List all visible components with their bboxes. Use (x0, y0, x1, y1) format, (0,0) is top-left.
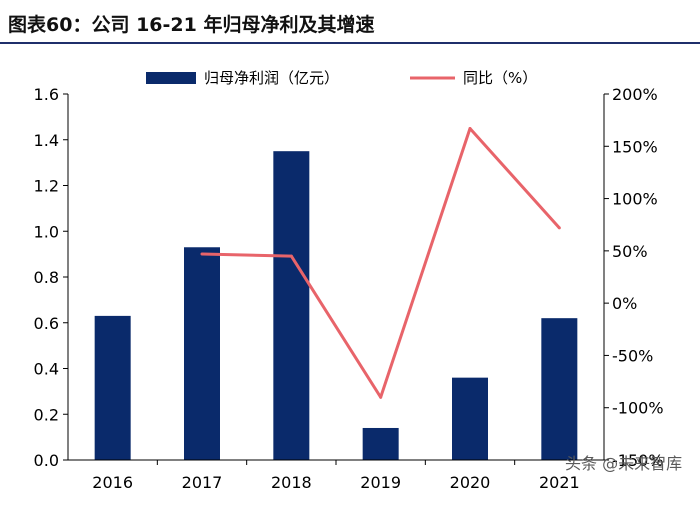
growth-line (201, 127, 561, 399)
y-left-tick-label: 0.0 (34, 451, 59, 470)
y-left-tick-label: 1.0 (34, 222, 59, 241)
x-tick-label: 2016 (92, 473, 133, 492)
axes (67, 94, 605, 461)
y-right-tick-label: 150% (612, 137, 658, 156)
bar-2017 (184, 247, 220, 460)
growth-point-2021 (557, 226, 561, 230)
combo-chart: 归母净利润（亿元） 同比（%） 0.0 0.2 0.4 0.6 0.8 1.0 1.2 1.4… (34, 69, 664, 492)
figure-header: 图表60：公司 16-21 年归母净利及其增速 (0, 0, 700, 44)
chart-legend: 归母净利润（亿元） 同比（%） (146, 69, 537, 87)
bar-2020 (452, 377, 488, 460)
x-tick-label: 2017 (182, 473, 223, 492)
y-right-tick-label: 50% (612, 242, 648, 261)
y-right-tick-label: -50% (612, 346, 653, 365)
header-rule (0, 42, 700, 44)
figure-title-text: 公司 16-21 年归母净利及其增速 (91, 14, 375, 36)
x-tick-label: 2018 (271, 473, 312, 492)
y-axis-right-ticks: -150% -100% -50% 0% 50% 100% 150% 200% (604, 85, 664, 470)
y-left-tick-label: 1.2 (34, 177, 59, 196)
legend-bar-swatch (146, 72, 196, 84)
growth-point-2017 (200, 252, 204, 256)
bar-series (94, 151, 578, 460)
line-series (200, 127, 561, 399)
legend-line-label: 同比（%） (463, 69, 537, 87)
y-axis-left-ticks: 0.0 0.2 0.4 0.6 0.8 1.0 1.2 1.4 1.6 (34, 85, 68, 470)
bar-2019 (362, 427, 399, 460)
y-right-tick-label: 200% (612, 85, 658, 104)
watermark: 头条 @未来智库 (565, 454, 683, 473)
figure-title: 图表60：公司 16-21 年归母净利及其增速 (8, 10, 374, 37)
x-tick-label: 2021 (539, 473, 580, 492)
x-tick-label: 2020 (450, 473, 491, 492)
y-left-tick-label: 0.2 (34, 405, 59, 424)
figure-label: 图表60： (8, 14, 92, 36)
growth-point-2020 (468, 127, 472, 131)
x-axis-ticks: 2016 2017 2018 2019 2020 2021 (92, 460, 580, 492)
y-left-tick-label: 0.8 (34, 268, 59, 287)
growth-point-2019 (379, 395, 383, 399)
y-left-tick-label: 1.4 (34, 131, 59, 150)
bar-2018 (273, 151, 310, 460)
legend-bar-label: 归母净利润（亿元） (204, 69, 339, 87)
y-right-tick-label: 100% (612, 190, 658, 209)
y-left-tick-label: 1.6 (34, 85, 59, 104)
bar-2021 (541, 318, 578, 460)
y-right-tick-label: -100% (612, 399, 664, 418)
x-tick-label: 2019 (360, 473, 401, 492)
growth-point-2018 (289, 254, 293, 258)
y-right-tick-label: -150% (612, 451, 664, 470)
y-left-tick-label: 0.6 (34, 314, 59, 333)
bar-2016 (94, 315, 131, 460)
y-left-tick-label: 0.4 (34, 360, 59, 379)
y-right-tick-label: 0% (612, 294, 637, 313)
